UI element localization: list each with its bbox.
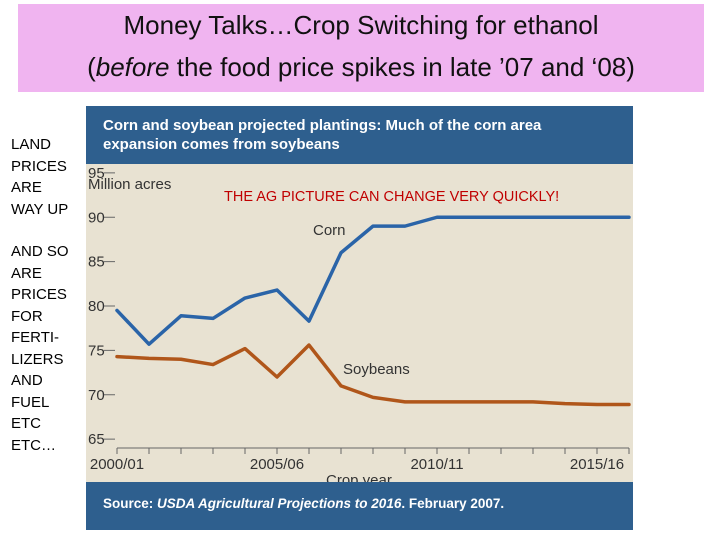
- annotation-note: THE AG PICTURE CAN CHANGE VERY QUICKLY!: [224, 189, 560, 205]
- side-text-land-prices: LAND PRICES ARE WAY UP: [11, 134, 68, 220]
- x-tick-label: 2015/16: [570, 456, 624, 473]
- chart-panel: Corn and soybean projected plantings: Mu…: [86, 106, 633, 530]
- series-label-soybeans: Soybeans: [343, 361, 410, 378]
- y-tick-label: 80: [88, 298, 105, 315]
- side-text-2-line: FUEL: [11, 393, 50, 411]
- y-tick-label: 90: [88, 209, 105, 226]
- series-line-corn: [115, 215, 631, 346]
- series-label-corn: Corn: [313, 222, 346, 239]
- series-line-soybeans: [115, 343, 631, 407]
- side-text-2-line: PRICES: [11, 286, 67, 303]
- subtitle-rest: the food price spikes in late ’07 and ‘0…: [169, 52, 635, 82]
- y-tick-label: 85: [88, 254, 105, 271]
- title-banner: Money Talks…Crop Switching for ethanol (…: [18, 4, 704, 92]
- slide-title: Money Talks…Crop Switching for ethanol: [123, 10, 599, 40]
- y-tick-label: 65: [88, 431, 105, 448]
- side-text-2-line: LIZERS: [11, 350, 64, 368]
- side-text-1-line: ARE: [11, 179, 42, 196]
- side-text-2-line: ARE: [11, 264, 42, 282]
- side-text-2-line: AND: [11, 372, 43, 389]
- slide-subtitle: (before the food price spikes in late ’0…: [18, 52, 704, 83]
- subtitle-open: (: [87, 52, 96, 82]
- side-text-2-line: FOR: [11, 307, 43, 325]
- side-text-2-line: ETC…: [11, 436, 56, 454]
- source-label: Source:: [103, 496, 154, 511]
- y-axis-label: Million acres: [88, 176, 172, 193]
- source-note: Source: USDA Agricultural Projections to…: [103, 496, 504, 511]
- source-title: USDA Agricultural Projections to 2016: [157, 496, 402, 511]
- plot-area: 65 70 75 80 85 90 95 2000/01 2005/06 2010/11 2015/…: [88, 165, 631, 473]
- side-text-fertilizer-prices: AND SO ARE PRICES FOR FERTI- LIZERS AND FUEL ETC…: [11, 241, 69, 456]
- chart-title: Corn and soybean projected plantings: Mu…: [103, 117, 542, 153]
- side-text-1-line: LAND: [11, 136, 52, 153]
- y-tick-label: 70: [88, 387, 105, 404]
- subtitle-emphasis: before: [95, 52, 170, 82]
- chart-footer: Source: USDA Agricultural Projections to…: [86, 482, 633, 530]
- side-text-2-line: AND SO: [11, 243, 69, 260]
- x-tick-label: 2010/11: [410, 456, 463, 473]
- side-text-2-line: ETC: [11, 415, 41, 432]
- y-tick-label: 95: [88, 165, 105, 182]
- side-text-1-line: WAY UP: [11, 200, 69, 218]
- side-text-2-line: FERTI-: [11, 329, 60, 346]
- x-tick-label: 2000/01: [90, 456, 144, 473]
- x-tick-label: 2005/06: [250, 456, 304, 473]
- side-text-1-line: PRICES: [11, 157, 67, 175]
- source-date: . February 2007.: [401, 496, 505, 511]
- chart-header: Corn and soybean projected plantings: Mu…: [86, 106, 633, 164]
- y-tick-label: 75: [88, 342, 105, 359]
